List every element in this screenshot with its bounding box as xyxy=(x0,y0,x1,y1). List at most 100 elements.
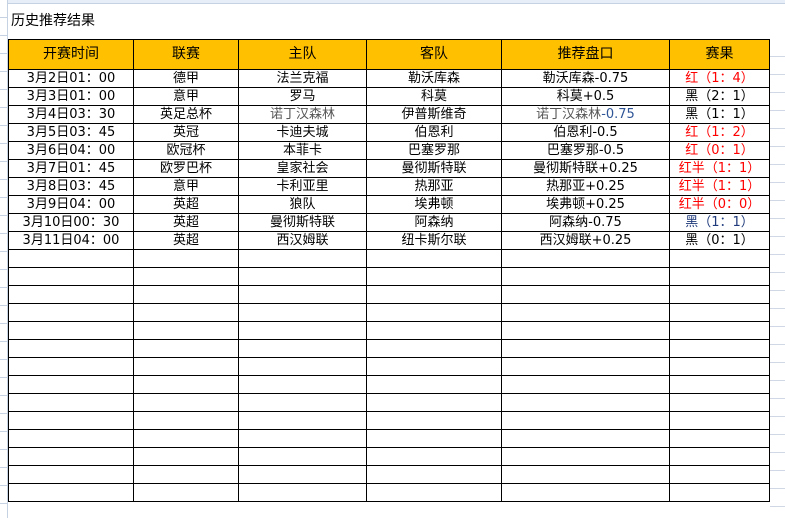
empty-cell[interactable] xyxy=(8,465,134,484)
empty-cell[interactable] xyxy=(133,321,239,340)
empty-cell[interactable] xyxy=(133,303,239,322)
empty-cell[interactable] xyxy=(669,357,770,376)
cell-result[interactable]: 黑（1：1） xyxy=(669,105,770,124)
empty-cell[interactable] xyxy=(366,447,502,466)
empty-cell[interactable] xyxy=(133,285,239,304)
cell-pick[interactable]: 科莫+0.5 xyxy=(501,87,670,106)
cell-result[interactable]: 红（1：2） xyxy=(669,123,770,142)
cell-league[interactable]: 意甲 xyxy=(133,87,239,106)
cell-away[interactable]: 纽卡斯尔联 xyxy=(366,231,502,250)
empty-cell[interactable] xyxy=(133,249,239,268)
empty-cell[interactable] xyxy=(366,339,502,358)
empty-cell[interactable] xyxy=(238,375,367,394)
cell-away[interactable]: 阿森纳 xyxy=(366,213,502,232)
empty-cell[interactable] xyxy=(133,339,239,358)
cell-pick[interactable]: 巴塞罗那-0.5 xyxy=(501,141,670,160)
cell-away[interactable]: 埃弗顿 xyxy=(366,195,502,214)
empty-cell[interactable] xyxy=(238,357,367,376)
cell-time[interactable]: 3月10日00：30 xyxy=(8,213,134,232)
cell-home[interactable]: 罗马 xyxy=(238,87,367,106)
empty-cell[interactable] xyxy=(669,411,770,430)
cell-league[interactable]: 英冠 xyxy=(133,123,239,142)
cell-away[interactable]: 巴塞罗那 xyxy=(366,141,502,160)
empty-cell[interactable] xyxy=(501,447,670,466)
empty-cell[interactable] xyxy=(366,321,502,340)
cell-away[interactable]: 勒沃库森 xyxy=(366,69,502,88)
empty-cell[interactable] xyxy=(133,393,239,412)
empty-cell[interactable] xyxy=(238,393,367,412)
empty-cell[interactable] xyxy=(501,249,670,268)
empty-cell[interactable] xyxy=(501,357,670,376)
cell-away[interactable]: 曼彻斯特联 xyxy=(366,159,502,178)
cell-time[interactable]: 3月6日04：00 xyxy=(8,141,134,160)
cell-pick[interactable]: 阿森纳-0.75 xyxy=(501,213,670,232)
cell-pick[interactable]: 诺丁汉森林-0.75 xyxy=(501,105,670,124)
column-header[interactable]: 开赛时间 xyxy=(8,39,134,70)
empty-cell[interactable] xyxy=(238,249,367,268)
empty-cell[interactable] xyxy=(501,465,670,484)
cell-time[interactable]: 3月3日01：00 xyxy=(8,87,134,106)
empty-cell[interactable] xyxy=(238,285,367,304)
empty-cell[interactable] xyxy=(8,357,134,376)
cell-home[interactable]: 卡迪夫城 xyxy=(238,123,367,142)
empty-cell[interactable] xyxy=(669,393,770,412)
cell-home[interactable]: 卡利亚里 xyxy=(238,177,367,196)
empty-cell[interactable] xyxy=(669,321,770,340)
cell-home[interactable]: 曼彻斯特联 xyxy=(238,213,367,232)
empty-cell[interactable] xyxy=(238,303,367,322)
column-header[interactable]: 客队 xyxy=(366,39,502,70)
cell-away[interactable]: 科莫 xyxy=(366,87,502,106)
empty-cell[interactable] xyxy=(669,267,770,286)
empty-cell[interactable] xyxy=(366,303,502,322)
empty-cell[interactable] xyxy=(238,465,367,484)
cell-time[interactable]: 3月9日04：00 xyxy=(8,195,134,214)
empty-cell[interactable] xyxy=(366,267,502,286)
empty-cell[interactable] xyxy=(366,285,502,304)
empty-cell[interactable] xyxy=(133,411,239,430)
empty-cell[interactable] xyxy=(669,447,770,466)
cell-away[interactable]: 伯恩利 xyxy=(366,123,502,142)
empty-cell[interactable] xyxy=(501,303,670,322)
empty-cell[interactable] xyxy=(669,429,770,448)
empty-cell[interactable] xyxy=(238,483,367,502)
cell-pick[interactable]: 埃弗顿+0.25 xyxy=(501,195,670,214)
cell-away[interactable]: 热那亚 xyxy=(366,177,502,196)
cell-pick[interactable]: 热那亚+0.25 xyxy=(501,177,670,196)
empty-cell[interactable] xyxy=(133,375,239,394)
cell-time[interactable]: 3月11日04：00 xyxy=(8,231,134,250)
empty-cell[interactable] xyxy=(669,483,770,502)
empty-cell[interactable] xyxy=(501,267,670,286)
empty-cell[interactable] xyxy=(366,375,502,394)
empty-cell[interactable] xyxy=(8,411,134,430)
empty-cell[interactable] xyxy=(366,411,502,430)
empty-cell[interactable] xyxy=(366,249,502,268)
empty-cell[interactable] xyxy=(366,483,502,502)
empty-cell[interactable] xyxy=(501,411,670,430)
cell-league[interactable]: 英足总杯 xyxy=(133,105,239,124)
empty-cell[interactable] xyxy=(669,465,770,484)
cell-league[interactable]: 欧罗巴杯 xyxy=(133,159,239,178)
cell-league[interactable]: 英超 xyxy=(133,231,239,250)
empty-cell[interactable] xyxy=(366,393,502,412)
empty-cell[interactable] xyxy=(238,411,367,430)
cell-league[interactable]: 英超 xyxy=(133,213,239,232)
cell-pick[interactable]: 西汉姆联+0.25 xyxy=(501,231,670,250)
empty-cell[interactable] xyxy=(133,447,239,466)
empty-cell[interactable] xyxy=(238,339,367,358)
empty-cell[interactable] xyxy=(501,429,670,448)
cell-pick[interactable]: 曼彻斯特联+0.25 xyxy=(501,159,670,178)
cell-league[interactable]: 欧冠杯 xyxy=(133,141,239,160)
cell-time[interactable]: 3月5日03：45 xyxy=(8,123,134,142)
cell-league[interactable]: 英超 xyxy=(133,195,239,214)
empty-cell[interactable] xyxy=(133,429,239,448)
empty-cell[interactable] xyxy=(366,357,502,376)
empty-cell[interactable] xyxy=(669,285,770,304)
cell-pick[interactable]: 勒沃库森-0.75 xyxy=(501,69,670,88)
empty-cell[interactable] xyxy=(8,249,134,268)
empty-cell[interactable] xyxy=(133,357,239,376)
cell-league[interactable]: 德甲 xyxy=(133,69,239,88)
empty-cell[interactable] xyxy=(8,429,134,448)
empty-cell[interactable] xyxy=(133,465,239,484)
cell-result[interactable]: 黑（1：1） xyxy=(669,213,770,232)
empty-cell[interactable] xyxy=(8,447,134,466)
